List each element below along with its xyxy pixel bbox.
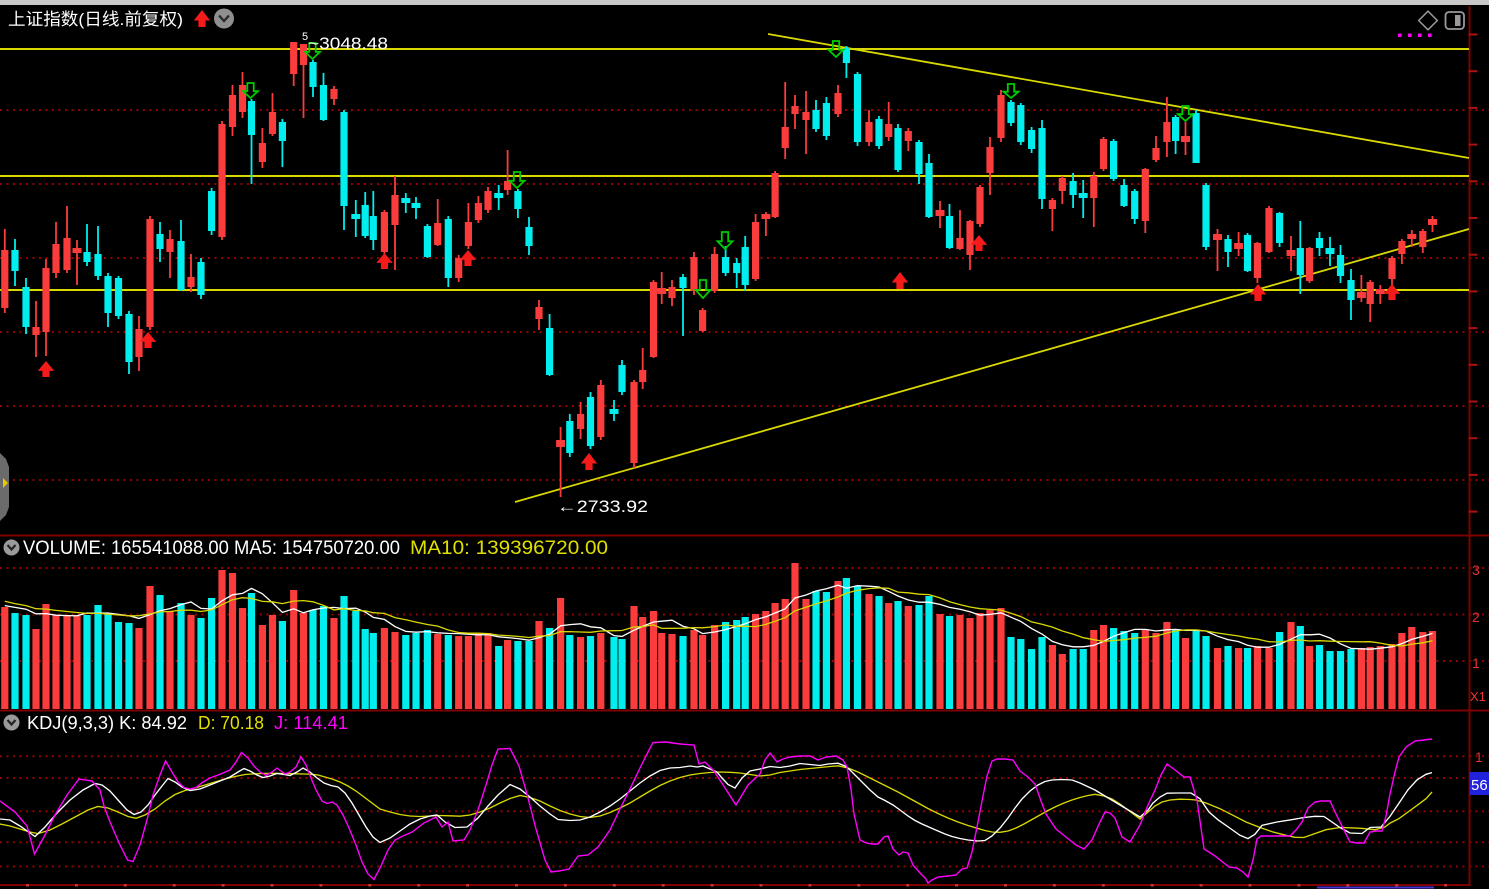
svg-text:5: 5: [302, 31, 308, 43]
svg-text:J: 114.41: J: 114.41: [274, 713, 348, 733]
svg-text:2: 2: [1472, 609, 1480, 625]
svg-text:上证指数(日线.前复权): 上证指数(日线.前复权): [8, 10, 183, 29]
svg-text:D: 70.18: D: 70.18: [198, 713, 264, 733]
svg-text:3: 3: [1472, 562, 1480, 578]
svg-text:KDJ(9,3,3) K: 84.92: KDJ(9,3,3) K: 84.92: [27, 713, 187, 733]
svg-text:X1: X1: [1470, 689, 1486, 704]
svg-text:1: 1: [1472, 655, 1480, 671]
svg-text:1: 1: [1475, 749, 1483, 765]
svg-text:VOLUME: 165541088.00 MA5: 1547: VOLUME: 165541088.00 MA5: 154750720.00: [23, 538, 400, 559]
svg-text:MA10: 139396720.00: MA10: 139396720.00: [410, 538, 608, 559]
svg-text:~3048.48: ~3048.48: [308, 34, 388, 53]
svg-text:←2733.92: ←2733.92: [557, 497, 648, 516]
svg-text:56: 56: [1471, 777, 1488, 794]
